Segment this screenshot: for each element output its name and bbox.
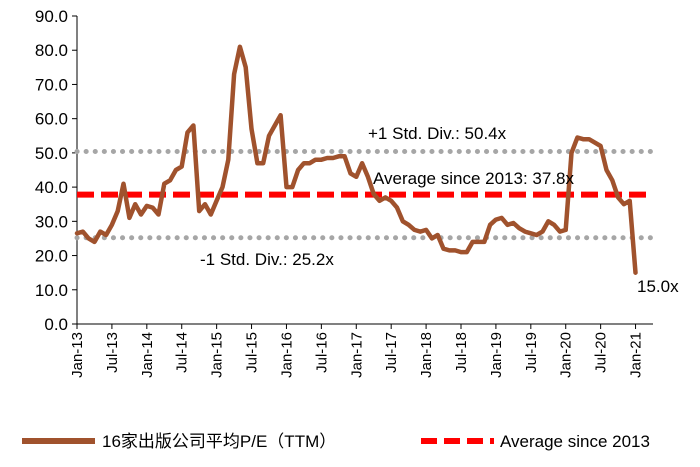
x-tick-label: Jul-19 xyxy=(523,332,540,373)
plus-std-annotation: +1 Std. Div.: 50.4x xyxy=(368,124,507,143)
series-group xyxy=(74,44,638,275)
x-tick-label: Jan-18 xyxy=(418,332,435,378)
y-tick-label: 60.0 xyxy=(35,110,68,129)
x-tick-label: Jul-13 xyxy=(104,332,121,373)
reference-lines xyxy=(74,149,656,241)
y-tick-label: 80.0 xyxy=(35,41,68,60)
y-tick-label: 70.0 xyxy=(35,75,68,94)
legend: 16家出版公司平均P/E（TTM） Average since 2013 xyxy=(22,432,650,451)
y-tick-label: 30.0 xyxy=(35,212,68,231)
x-tick-label: Jan-17 xyxy=(348,332,365,378)
x-tick-label: Jan-19 xyxy=(488,332,505,378)
x-tick-label: Jan-15 xyxy=(209,332,226,378)
y-tick-label: 10.0 xyxy=(35,281,68,300)
y-tick-label: 20.0 xyxy=(35,247,68,266)
x-tick-label: Jan-21 xyxy=(628,332,645,378)
x-tick-label: Jul-15 xyxy=(244,332,261,373)
y-tick-label: 40.0 xyxy=(35,178,68,197)
y-tick-label: 0.0 xyxy=(44,315,68,334)
y-tick-label: 50.0 xyxy=(35,144,68,163)
x-tick-label: Jul-17 xyxy=(383,332,400,373)
x-tick-label: Jan-13 xyxy=(69,332,86,378)
x-tick-label: Jan-14 xyxy=(139,332,156,378)
x-tick-label: Jan-16 xyxy=(278,332,295,378)
y-axis: 0.0 10.0 20.0 30.0 40.0 50.0 60.0 70.0 80.0 90.0 xyxy=(35,7,78,334)
minus-std-annotation: -1 Std. Div.: 25.2x xyxy=(200,250,334,269)
x-axis: Jan-13 Jul-13 Jan-14 Jul-14 Jan-15 Jul-15 Jan-… xyxy=(69,323,653,378)
x-tick-label: Jul-14 xyxy=(174,332,191,373)
x-tick-label: Jul-20 xyxy=(593,332,610,373)
x-tick-label: Jan-20 xyxy=(558,332,575,378)
legend-label-average: Average since 2013 xyxy=(500,432,650,451)
x-tick-label: Jul-16 xyxy=(313,332,330,373)
y-tick-label: 90.0 xyxy=(35,7,68,26)
average-annotation: Average since 2013: 37.8x xyxy=(373,169,574,188)
last-value-annotation: 15.0x xyxy=(637,277,679,296)
pe-series-line xyxy=(74,44,638,275)
legend-label-pe: 16家出版公司平均P/E（TTM） xyxy=(102,432,336,451)
x-tick-label: Jul-18 xyxy=(453,332,470,373)
annotations: +1 Std. Div.: 50.4x Average since 2013: … xyxy=(200,124,679,296)
